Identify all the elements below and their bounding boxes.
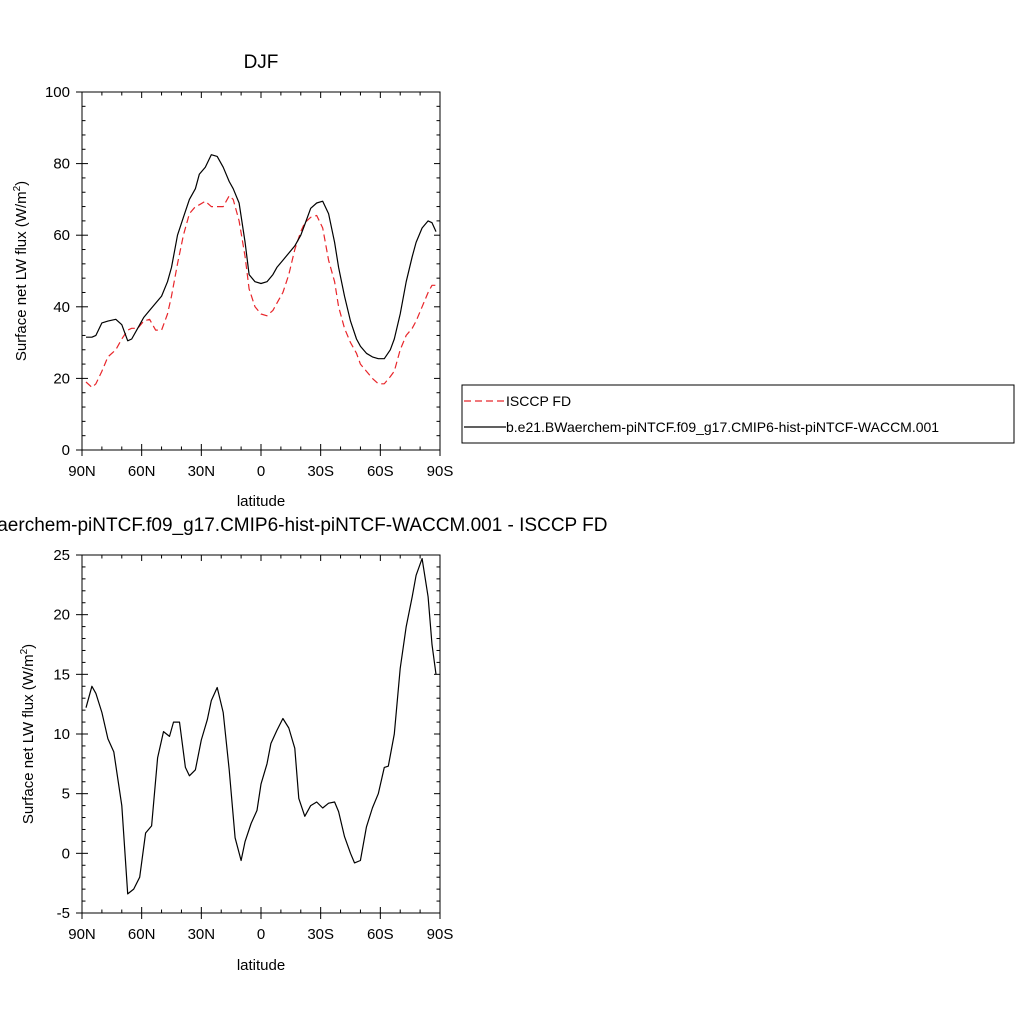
panel-2-y-axis-label-superscript: 2: [19, 648, 30, 654]
panel-2-plot-frame: [81, 554, 441, 914]
x-tick-label: 0: [257, 926, 265, 943]
panel-1-series: [85, 154, 437, 388]
series-line-isccp: [85, 195, 436, 388]
x-tick-label: 60S: [367, 926, 394, 943]
y-tick-label: 20: [53, 607, 70, 624]
x-tick-label: 0: [257, 463, 265, 480]
panel-2-x-axis-label: latitude: [237, 957, 285, 974]
panel-1-plot-frame: [81, 91, 441, 451]
legend-entry-isccp: ISCCP FD: [506, 393, 571, 409]
x-tick-label: 60S: [367, 463, 394, 480]
y-tick-label: 0: [62, 442, 70, 459]
y-tick-label: 15: [53, 666, 70, 683]
y-tick-label: 40: [53, 299, 70, 316]
panel-1-y-axis-label-close: ): [13, 181, 30, 186]
panel-1-y-axis-label-superscript: 2: [12, 185, 23, 191]
x-tick-label: 30S: [307, 463, 334, 480]
panel-djf: DJF 90N 60N 30N 0 30S 60S 90S 0 20 40 60 80 100 lati…: [12, 52, 453, 510]
x-tick-label: 90N: [68, 926, 96, 943]
panel-1-title: DJF: [244, 52, 279, 73]
y-tick-label: 5: [62, 786, 70, 803]
y-tick-label: 20: [53, 370, 70, 387]
y-tick-label: -5: [57, 905, 70, 922]
series-line-model: [86, 154, 437, 360]
y-tick-label: 60: [53, 227, 70, 244]
y-tick-label: 10: [53, 726, 70, 743]
x-tick-label: 90S: [427, 926, 454, 943]
panel-2-ticks: 90N 60N 30N 0 30S 60S 90S -5 0 5 10 15 20 25: [53, 547, 453, 943]
panel-2-y-axis-label: Surface net LW flux (W/m2): [19, 644, 37, 824]
legend: ISCCP FD b.e21.BWaerchem-piNTCF.f09_g17.…: [461, 384, 1015, 444]
x-tick-label: 30N: [188, 926, 216, 943]
panel-difference: b.e21.BWaerchem-piNTCF.f09_g17.CMIP6-his…: [0, 515, 607, 974]
y-tick-label: 0: [62, 845, 70, 862]
series-line-difference: [85, 557, 437, 895]
x-tick-label: 60N: [128, 463, 156, 480]
y-tick-label: 25: [53, 547, 70, 564]
panel-2-y-axis-label-text: Surface net LW flux (W/m: [20, 654, 37, 824]
panel-1-ticks: 90N 60N 30N 0 30S 60S 90S 0 20 40 60 80 100: [45, 84, 453, 480]
panel-2-y-axis-label-close: ): [20, 644, 37, 649]
panel-1-y-axis-label: Surface net LW flux (W/m2): [12, 181, 30, 361]
y-tick-label: 80: [53, 156, 70, 173]
panel-1-y-axis-label-text: Surface net LW flux (W/m: [13, 191, 30, 361]
legend-entry-model: b.e21.BWaerchem-piNTCF.f09_g17.CMIP6-his…: [506, 419, 939, 435]
x-tick-label: 30N: [188, 463, 216, 480]
panel-2-title: b.e21.BWaerchem-piNTCF.f09_g17.CMIP6-his…: [0, 515, 607, 536]
x-tick-label: 90N: [68, 463, 96, 480]
y-tick-label: 100: [45, 84, 70, 101]
x-tick-label: 60N: [128, 926, 156, 943]
x-tick-label: 30S: [307, 926, 334, 943]
panel-2-series: [85, 557, 437, 895]
panel-1-x-axis-label: latitude: [237, 493, 285, 510]
legend-box: [461, 384, 1015, 444]
x-tick-label: 90S: [427, 463, 454, 480]
